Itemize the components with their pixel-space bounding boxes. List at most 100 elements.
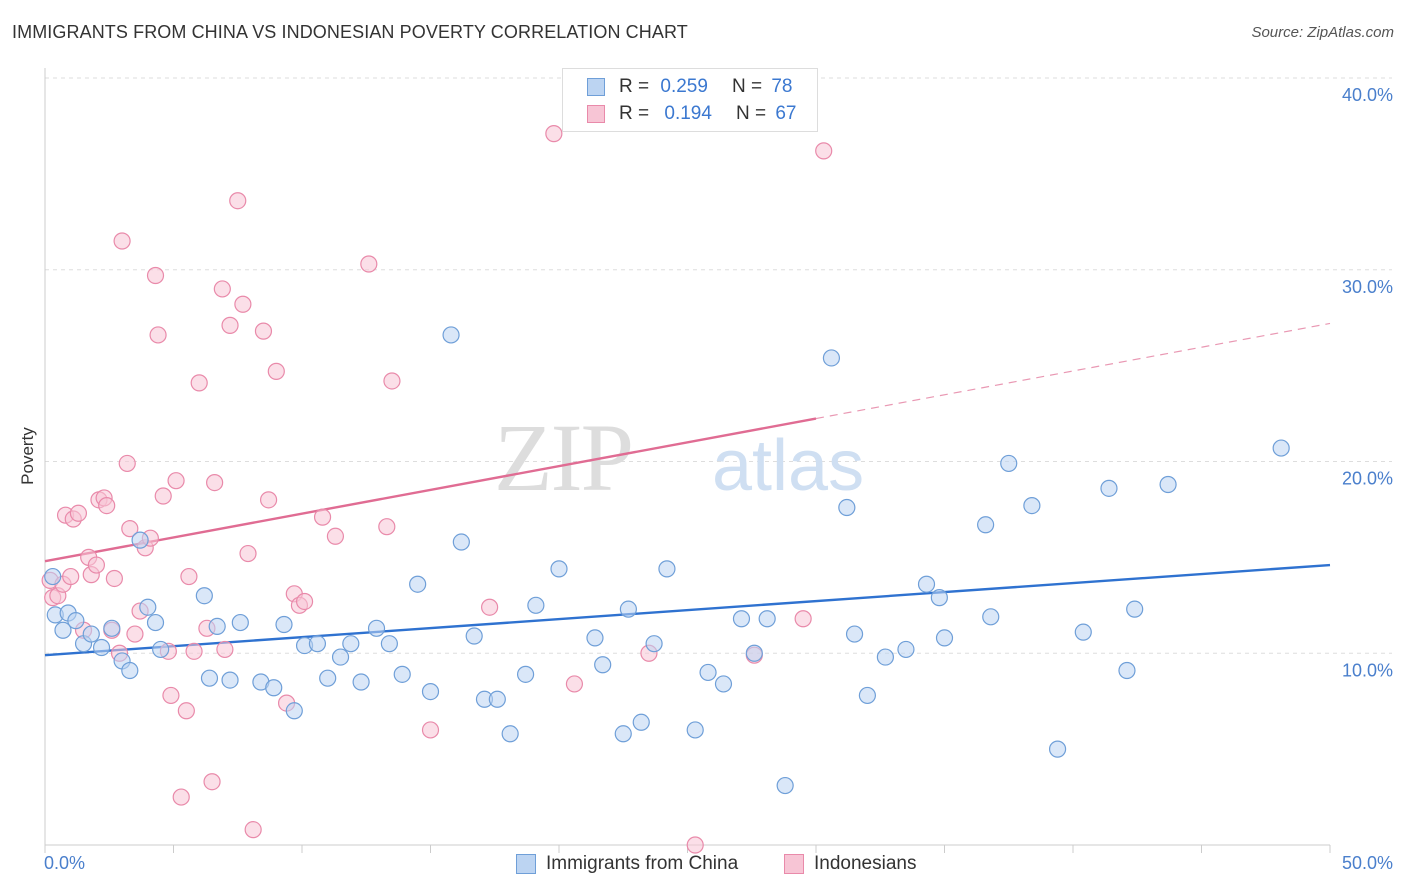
china-trend-line	[44, 563, 1331, 657]
chart-title: IMMIGRANTS FROM CHINA VS INDONESIAN POVE…	[12, 22, 688, 42]
indonesian-point	[213, 280, 231, 298]
legend-row-china: R = 0.259 N = 78	[587, 75, 792, 99]
legend-n-label: N =	[731, 76, 763, 97]
china-point	[977, 516, 995, 534]
china-point	[632, 713, 650, 731]
trend-lines	[44, 322, 1331, 657]
indonesian-point	[167, 472, 185, 490]
indonesian-point	[62, 567, 80, 586]
indonesian-point	[87, 556, 106, 574]
indonesian-point	[234, 295, 252, 313]
china-point	[442, 326, 460, 344]
china-point	[82, 625, 100, 643]
source-credit: Source: ZipAtlas.com	[1251, 24, 1394, 41]
china-point	[714, 675, 733, 693]
indonesian-point	[146, 266, 165, 285]
china-point	[121, 661, 139, 680]
gridlines	[45, 77, 1392, 654]
china-point	[1100, 479, 1118, 497]
bottom-legend-label-china: Immigrants from China	[546, 853, 739, 874]
indonesian-point	[105, 569, 123, 588]
bottom-legend-indonesians: Indonesians	[784, 852, 916, 876]
china-point	[452, 533, 470, 551]
legend-r-label: R =	[619, 76, 650, 97]
china-point	[619, 600, 637, 618]
china-point	[208, 617, 226, 636]
indonesian-point	[326, 527, 345, 545]
y-tick-label: 10.0%	[1342, 660, 1393, 680]
china-point	[409, 575, 427, 593]
china-point	[393, 665, 411, 683]
china-point	[146, 613, 165, 632]
china-point	[44, 567, 62, 586]
indonesian-point	[69, 504, 88, 522]
indonesian-point	[113, 232, 131, 250]
legend-swatch-indonesians	[587, 105, 605, 123]
china-point	[858, 686, 877, 705]
legend-n-value: 67	[775, 103, 797, 124]
y-tick-label: 40.0%	[1342, 85, 1393, 105]
indonesian-point	[229, 192, 247, 210]
indonesian-point	[815, 142, 833, 160]
indonesian-trend-line-extension	[815, 322, 1331, 420]
indonesian-point	[378, 518, 396, 536]
bottom-legend-swatch-indonesians	[784, 854, 804, 874]
china-point	[614, 725, 632, 743]
indonesian-point	[565, 675, 584, 693]
indonesian-point	[162, 686, 180, 705]
china-point	[67, 612, 85, 630]
indonesian-point	[244, 821, 262, 839]
china-point	[699, 663, 717, 682]
china-point	[876, 648, 894, 666]
indonesian-point	[313, 508, 332, 526]
china-point	[231, 613, 249, 632]
china-point	[195, 587, 213, 605]
china-point	[645, 635, 663, 653]
indonesian-point	[421, 721, 440, 739]
indonesian-point	[686, 836, 704, 854]
china-point	[1272, 439, 1290, 457]
indonesian-point	[794, 610, 812, 628]
indonesian-point	[98, 497, 116, 515]
china-point	[265, 679, 283, 697]
china-point	[367, 619, 386, 637]
indonesian-trend-line	[44, 417, 817, 563]
indonesian-point	[149, 326, 167, 344]
china-point	[1074, 623, 1092, 641]
china-point	[1159, 475, 1177, 494]
china-point	[501, 725, 519, 743]
china-point	[1048, 740, 1067, 758]
china-point	[594, 656, 612, 674]
china-point	[200, 669, 219, 687]
legend-n-value: 78	[771, 76, 793, 97]
china-point	[352, 673, 370, 691]
x-tick-label: 0.0%	[44, 853, 85, 873]
indonesian-point	[190, 374, 208, 392]
china-point	[1118, 661, 1136, 680]
indonesian-point	[259, 491, 278, 509]
china-point	[275, 615, 293, 634]
indonesian-point	[121, 520, 139, 538]
axes	[44, 68, 1331, 853]
china-point	[516, 665, 535, 683]
bottom-legend-china: Immigrants from China	[516, 852, 738, 876]
china-point	[152, 640, 170, 659]
china-point	[308, 635, 327, 653]
china-point	[838, 498, 856, 517]
china-point	[758, 610, 776, 628]
china-point	[380, 635, 398, 653]
china-point	[935, 629, 954, 647]
china-point	[54, 621, 72, 639]
y-tick-label: 30.0%	[1342, 277, 1393, 297]
tick-labels: 10.0% 20.0% 30.0% 40.0% 0.0% 50.0%	[44, 85, 1393, 873]
y-axis-label: Poverty	[18, 427, 37, 485]
china-point	[1000, 454, 1018, 473]
indonesian-point	[180, 567, 198, 586]
china-point	[822, 349, 841, 367]
bottom-legend-swatch-china	[516, 854, 536, 874]
indonesian-point	[239, 544, 257, 563]
x-tick-label: 50.0%	[1342, 853, 1393, 873]
legend-swatch-china	[587, 78, 605, 96]
china-point	[342, 635, 360, 653]
